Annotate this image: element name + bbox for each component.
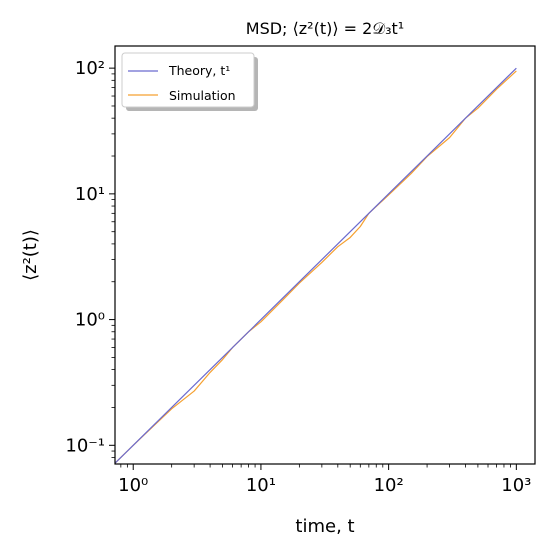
y-tick-label: 10⁻¹ xyxy=(65,435,105,456)
series-layer xyxy=(114,67,517,464)
legend-theory-label: Theory, t¹ xyxy=(168,63,230,78)
series-line-simulation xyxy=(114,70,517,464)
legend: Theory, t¹ Simulation xyxy=(121,52,258,111)
chart-title: MSD; ⟨z²(t)⟩ = 2𝒟₃t¹ xyxy=(246,19,404,38)
x-axis-label: time, t xyxy=(295,516,354,537)
series-line-theory-t xyxy=(114,67,517,464)
y-tick-label: 10² xyxy=(75,58,105,79)
y-tick-label: 10⁰ xyxy=(75,310,105,331)
legend-box xyxy=(121,52,255,108)
plot-area xyxy=(114,45,536,465)
legend-simulation-label: Simulation xyxy=(169,88,236,103)
y-axis-ticks: 10⁻¹ 10⁰ 10¹ 10² xyxy=(65,58,115,458)
y-axis-label: ⟨z²(t)⟩ xyxy=(20,229,41,281)
x-tick-label: 10³ xyxy=(501,475,531,496)
x-tick-label: 10⁰ xyxy=(118,475,148,496)
x-axis-ticks: 10⁰ 10¹ 10² 10³ xyxy=(118,464,531,496)
y-tick-label: 10¹ xyxy=(75,184,105,205)
x-tick-label: 10¹ xyxy=(246,475,276,496)
x-tick-label: 10² xyxy=(374,475,404,496)
plot-frame xyxy=(114,45,536,465)
